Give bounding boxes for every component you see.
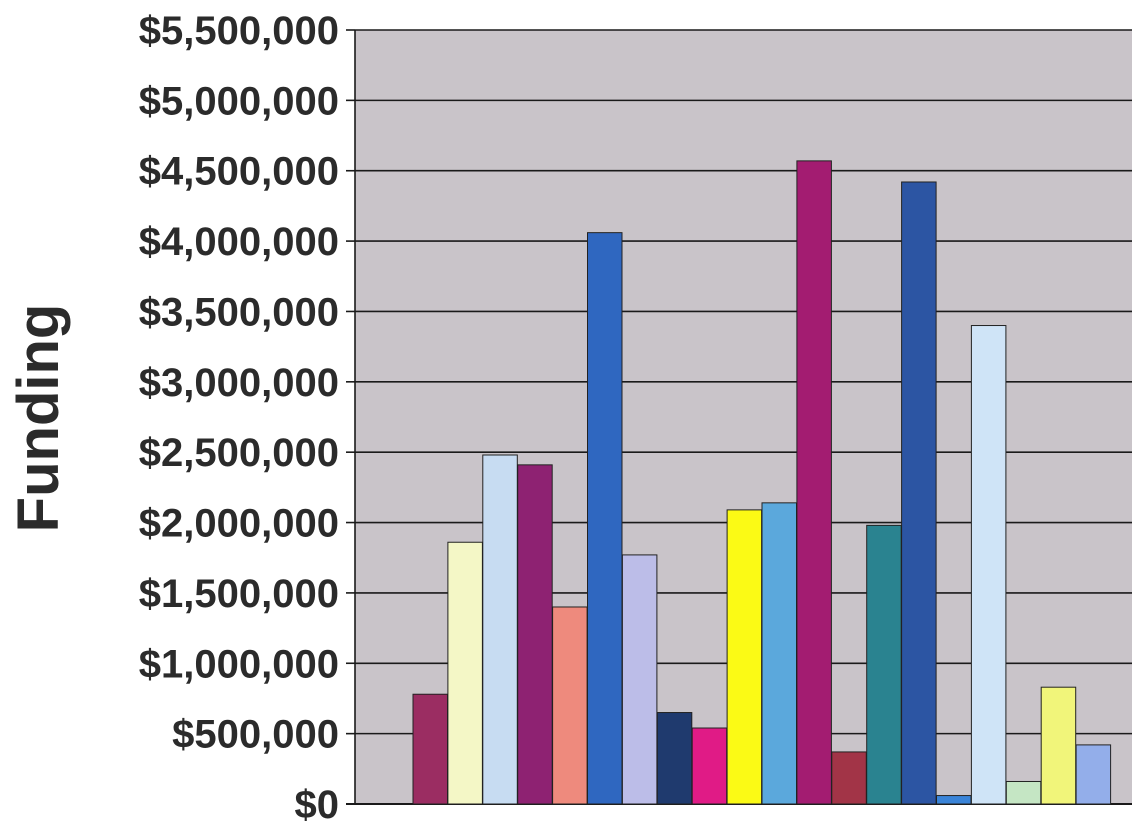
y-tick-label: $5,000,000 [139,79,339,123]
y-tick-label: $2,000,000 [139,502,339,546]
bar-2 [447,541,483,805]
y-axis-title: Funding [6,304,71,533]
bar-9 [691,727,728,805]
y-tick-label: $5,500,000 [139,9,339,53]
bar-series [412,160,1112,805]
bar-15 [901,181,937,805]
bar-16 [936,795,972,805]
bar-8 [656,712,693,805]
bar-13 [831,751,867,805]
bar-10 [726,509,763,805]
y-tick-label: $1,500,000 [139,572,339,616]
bar-1 [412,693,448,805]
bar-17 [970,325,1007,805]
bar-20 [1075,744,1112,805]
bar-14 [866,524,902,805]
bar-19 [1040,686,1077,805]
bar-5 [552,606,588,805]
y-tick-label: $1,000,000 [139,642,339,686]
bar-7 [621,554,658,805]
y-tick-label: $500,000 [172,713,339,757]
y-tick-label: $3,000,000 [139,361,339,405]
y-tick-label: $3,500,000 [139,290,339,334]
bar-12 [796,160,832,805]
bar-11 [761,502,797,805]
bar-6 [587,232,623,805]
bar-3 [482,454,518,805]
bar-18 [1005,780,1042,805]
y-tick-label: $4,000,000 [139,220,339,264]
y-tick-label: $2,500,000 [139,431,339,475]
y-tick-label: $0 [295,783,340,826]
y-tick-label: $4,500,000 [139,150,339,194]
y-axis-ticks: $0 $500,000 $1,000,000 $1,500,000 $2,000,000… [139,9,355,826]
bar-4 [517,464,553,805]
